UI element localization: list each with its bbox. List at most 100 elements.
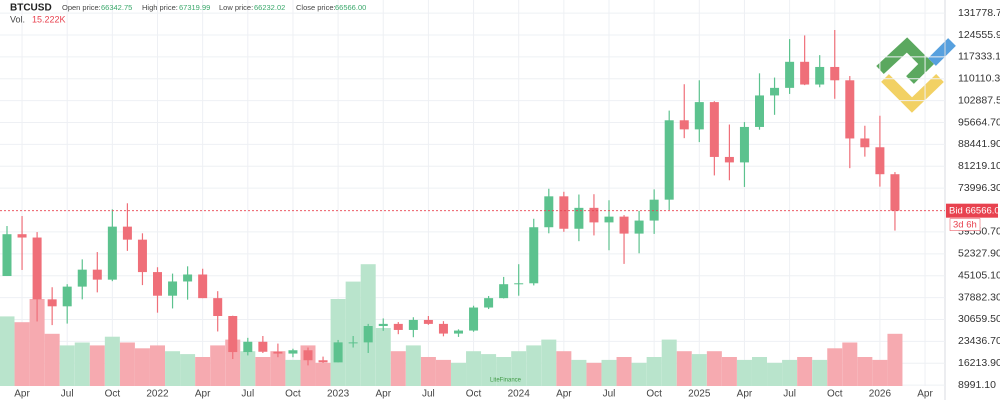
candle-body (634, 220, 644, 234)
candle-body (107, 226, 117, 280)
candle-body (17, 234, 27, 238)
volume-bar (842, 342, 858, 386)
close-label: Close price: (296, 3, 336, 12)
x-tick-label: Oct (105, 389, 121, 400)
candle-body (408, 319, 418, 330)
volume-bar (541, 339, 557, 386)
y-tick-label: 117333.10 (958, 51, 1000, 63)
candle-body (845, 80, 855, 139)
x-tick-label: 2026 (869, 389, 892, 400)
candle-body (122, 226, 132, 240)
candle-body (770, 87, 780, 96)
candle-body (378, 323, 388, 327)
volume-bar (511, 351, 527, 386)
candle-body (469, 307, 479, 331)
y-tick-label: 102887.50 (958, 94, 1000, 106)
candle-body (574, 207, 584, 229)
volume-bar (451, 362, 466, 386)
x-tick-label: Jul (783, 389, 796, 400)
y-tick-label: 16213.90 (958, 357, 1000, 369)
candle-body (168, 281, 178, 296)
candle-body (137, 239, 147, 273)
volume-bar (240, 351, 256, 386)
volume-bar (691, 354, 707, 386)
candle-body (785, 61, 795, 88)
low-value: 66232.02 (254, 3, 285, 12)
candle-body (288, 350, 298, 354)
volume-bar (345, 281, 361, 386)
candle-body (679, 120, 689, 130)
x-tick-label: Apr (556, 389, 572, 400)
volume-bar (150, 345, 165, 386)
candle-body (499, 284, 509, 299)
candle-body (664, 120, 674, 200)
candle-body (514, 283, 524, 285)
candle-body (213, 298, 223, 317)
x-tick-label: Oct (827, 389, 843, 400)
countdown: 3d 6h (953, 220, 977, 231)
y-tick-label: 124555.90 (958, 29, 1000, 41)
vol-value: 15.222K (32, 14, 66, 24)
volume-bar (631, 362, 647, 386)
candle-body (363, 326, 373, 343)
x-tick-label: Oct (466, 389, 482, 400)
y-tick-label: 52327.90 (958, 248, 1000, 260)
candle-body (589, 207, 599, 223)
bid-label: Bid 66566.00 (949, 206, 1000, 217)
y-tick-label: 23436.70 (958, 335, 1000, 347)
y-tick-label: 110110.30 (958, 73, 1000, 85)
candle-body (258, 341, 268, 352)
x-tick-label: Oct (285, 389, 301, 400)
x-tick-label: Jul (422, 389, 435, 400)
volume-bar (119, 342, 135, 386)
candle-body (47, 299, 57, 307)
candle-body (544, 196, 554, 228)
candle-body (438, 323, 448, 334)
candle-body (273, 351, 283, 354)
x-tick-label: 2023 (327, 389, 350, 400)
symbol: BTCUSD (10, 3, 52, 14)
volume-bar (481, 354, 497, 386)
candle-body (815, 66, 825, 85)
x-tick-label: Apr (737, 389, 753, 400)
volume-bar (180, 354, 196, 386)
y-tick-label: 95664.70 (958, 116, 1000, 128)
countdown-box (949, 218, 981, 231)
y-tick-label: 30659.50 (958, 313, 1000, 325)
volume-bar (59, 345, 75, 386)
volume-bar (616, 357, 632, 386)
volume-bar (285, 359, 301, 386)
volume-bar (44, 333, 60, 386)
volume-bar (872, 359, 888, 386)
candle-body (348, 342, 358, 344)
volume-bar (571, 359, 587, 386)
logo-yellow (881, 74, 944, 113)
x-tick-label: Apr (375, 389, 391, 400)
candle-body (77, 269, 87, 287)
x-tick-label: Oct (646, 389, 662, 400)
candle-body (604, 216, 614, 223)
candle-body (830, 66, 840, 81)
volume-bar (706, 351, 722, 386)
volume-bar (466, 351, 482, 386)
volume-bar (89, 345, 105, 386)
candle-body (333, 342, 343, 363)
volume-bar (134, 348, 150, 386)
high-label: High price: (142, 3, 178, 12)
volume-bar (104, 336, 120, 386)
volume-bar (676, 351, 692, 386)
candle-body (92, 269, 102, 280)
candle-body (228, 316, 238, 353)
candle-body (890, 174, 900, 211)
volume-bar (661, 339, 677, 386)
y-tick-label: 8991.10 (958, 379, 996, 391)
volume-bar (315, 362, 331, 386)
volume-bar (797, 357, 813, 386)
volume-bar (646, 357, 662, 386)
candle-body (318, 360, 328, 363)
low-label: Low price: (219, 3, 253, 12)
volume-bar (812, 359, 828, 386)
volume-bar (827, 348, 843, 386)
y-tick-label: 88441.90 (958, 138, 1000, 150)
watermark-logo (876, 37, 956, 113)
